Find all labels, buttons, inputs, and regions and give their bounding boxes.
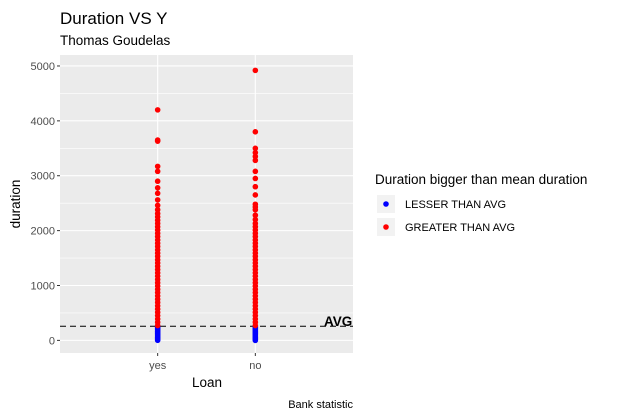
point-greater-than-avg	[154, 190, 161, 197]
plot-panel	[60, 55, 353, 353]
point-greater-than-avg	[154, 202, 161, 209]
point-greater-than-avg	[252, 216, 259, 223]
y-tick-label: 1000	[31, 280, 55, 292]
point-greater-than-avg	[154, 210, 161, 217]
point-greater-than-avg	[154, 137, 161, 143]
legend-marker	[383, 224, 389, 230]
point-greater-than-avg	[252, 168, 259, 175]
chart-title: Duration VS Y	[60, 9, 167, 28]
point-greater-than-avg	[252, 153, 259, 160]
point-greater-than-avg	[252, 129, 259, 135]
y-tick-label: 0	[49, 335, 55, 347]
point-greater-than-avg	[252, 192, 259, 198]
x-tick-label: yes	[149, 360, 167, 372]
point-greater-than-avg	[252, 201, 259, 208]
y-axis: 0 1000 2000 3000 4000 5000	[31, 61, 60, 347]
data-points	[154, 67, 259, 344]
chart-subtitle: Thomas Goudelas	[60, 33, 171, 48]
point-greater-than-avg	[252, 67, 259, 74]
y-tick-label: 5000	[31, 61, 55, 73]
point-greater-than-avg	[154, 178, 161, 185]
y-tick-label: 3000	[31, 171, 55, 183]
point-greater-than-avg	[252, 149, 259, 156]
point-greater-than-avg	[154, 107, 161, 113]
point-greater-than-avg	[252, 145, 259, 152]
point-greater-than-avg	[252, 175, 259, 182]
point-greater-than-avg	[252, 212, 259, 219]
x-tick-label: no	[249, 360, 261, 372]
avg-label: AVG	[324, 314, 352, 329]
y-tick-label: 2000	[31, 226, 55, 238]
legend-marker	[383, 201, 389, 207]
legend-label: GREATER THAN AVG	[405, 222, 515, 234]
x-axis: yes no	[149, 353, 261, 372]
legend-title: Duration bigger than mean duration	[375, 172, 587, 187]
point-greater-than-avg	[154, 168, 161, 175]
legend-label: LESSER THAN AVG	[405, 199, 506, 211]
point-greater-than-avg	[252, 183, 259, 190]
y-tick-label: 4000	[31, 116, 55, 128]
point-greater-than-avg	[154, 206, 161, 213]
chart-caption: Bank statistic	[288, 399, 353, 411]
point-greater-than-avg	[252, 157, 259, 164]
point-greater-than-avg	[252, 220, 259, 227]
y-axis-title: duration	[8, 180, 23, 229]
point-greater-than-avg	[154, 197, 161, 203]
legend: Duration bigger than mean duration LESSE…	[375, 172, 587, 236]
point-greater-than-avg	[154, 185, 161, 191]
x-axis-title: Loan	[192, 375, 222, 390]
point-greater-than-avg	[154, 163, 161, 170]
